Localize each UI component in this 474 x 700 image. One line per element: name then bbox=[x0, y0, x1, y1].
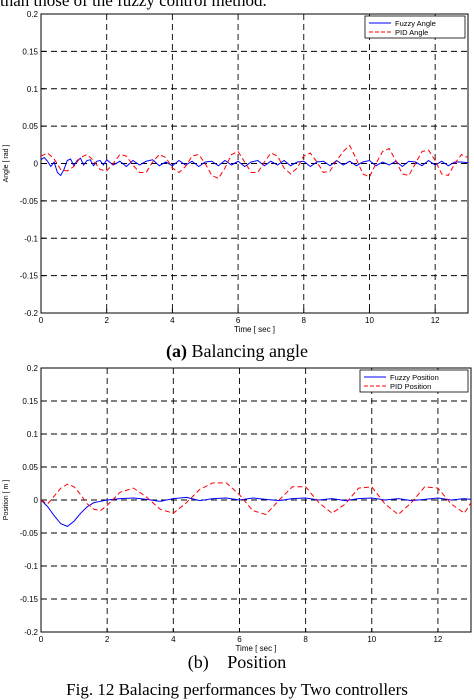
chart-a-legend-label-1: PID Angle bbox=[395, 28, 428, 37]
chart-b-xtick-label-0: 0 bbox=[39, 635, 44, 644]
chart-b-ytick-label-1: 0.15 bbox=[22, 397, 38, 406]
chart-b-xtick-label-4: 8 bbox=[303, 635, 308, 644]
caption-b-text: Position bbox=[227, 652, 287, 672]
chart-a-ytick-label-0: 0.2 bbox=[27, 10, 39, 19]
chart-a-ytick-label-4: 0 bbox=[34, 160, 39, 169]
caption-a-text: Balancing angle bbox=[191, 341, 308, 361]
chart-a-ytick-label-5: -0.05 bbox=[20, 197, 39, 206]
chart-b-ylabel: Position [ m ] bbox=[3, 480, 10, 521]
caption-a-label: (a) bbox=[166, 341, 188, 361]
chart-b-ytick-label-5: -0.05 bbox=[20, 529, 39, 538]
chart-b-series-pid-line bbox=[41, 482, 471, 516]
chart-a-xtick-label-3: 6 bbox=[236, 316, 241, 325]
chart-a-xtick-label-4: 8 bbox=[302, 316, 307, 325]
chart-a-ytick-label-8: -0.2 bbox=[24, 309, 38, 318]
chart-b-legend-label-1: PID Position bbox=[390, 382, 431, 391]
chart-b-ytick-label-6: -0.1 bbox=[24, 562, 38, 571]
intro-text: than those of the fuzzy control method. bbox=[0, 0, 267, 10]
chart-b-series-fuzzy-line bbox=[41, 496, 471, 527]
figure-caption: Fig. 12 Balacing performances by Two con… bbox=[66, 680, 408, 699]
caption-b: (b) Position bbox=[0, 652, 474, 673]
chart-b-xtick-label-1: 2 bbox=[105, 635, 110, 644]
chart-a-series-pid-line bbox=[41, 144, 468, 180]
chart-a-xtick-label-1: 2 bbox=[104, 316, 109, 325]
chart-b-xlabel: Time [ sec ] bbox=[235, 644, 276, 653]
caption-b-label: (b) bbox=[187, 652, 209, 672]
chart-a-ytick-label-6: -0.1 bbox=[24, 234, 38, 243]
chart-a-legend-label-0: Fuzzy Angle bbox=[395, 19, 436, 28]
chart-b-xtick-label-3: 6 bbox=[237, 635, 242, 644]
chart-b-ytick-label-8: -0.2 bbox=[24, 628, 38, 637]
chart-position: 0 2 4 6 8 10 12 0.2 0.15 0.1 0.05 0 -0.05 -0.1 -0.15 -0… bbox=[3, 364, 472, 653]
chart-a-ytick-label-7: -0.15 bbox=[20, 272, 39, 281]
chart-b-ytick-label-2: 0.1 bbox=[27, 430, 39, 439]
chart-b-ytick-label-4: 0 bbox=[34, 496, 39, 505]
chart-b-legend-label-0: Fuzzy Position bbox=[390, 373, 439, 382]
chart-a-ylabel: Angle [ rad ] bbox=[3, 145, 10, 183]
chart-a-ytick-label-2: 0.1 bbox=[27, 85, 39, 94]
chart-a-xtick-label-5: 10 bbox=[365, 316, 374, 325]
chart-a-xtick-label-0: 0 bbox=[39, 316, 44, 325]
chart-a-ytick-label-3: 0.05 bbox=[22, 122, 38, 131]
caption-a: (a) Balancing angle bbox=[0, 341, 474, 362]
chart-a-xlabel: Time [ sec ] bbox=[234, 325, 275, 334]
chart-a-xtick-label-2: 4 bbox=[170, 316, 175, 325]
chart-b-xtick-label-5: 10 bbox=[367, 635, 376, 644]
chart-b-ytick-label-0: 0.2 bbox=[27, 364, 39, 373]
chart-b-ytick-label-3: 0.05 bbox=[22, 463, 38, 472]
chart-balancing-angle: 0 2 4 6 8 10 12 0.2 0.15 0.1 0.05 0 -0.05 -0.1 -0.15 -0… bbox=[3, 10, 469, 334]
chart-b-ytick-label-7: -0.15 bbox=[20, 595, 39, 604]
chart-a-ytick-label-1: 0.15 bbox=[22, 47, 38, 56]
chart-a-xtick-label-6: 12 bbox=[431, 316, 440, 325]
chart-b-legend-box bbox=[359, 369, 469, 393]
chart-a-series-fuzzy-line bbox=[41, 156, 468, 177]
chart-b-xtick-label-2: 4 bbox=[171, 635, 176, 644]
chart-b-xtick-label-6: 12 bbox=[433, 635, 442, 644]
